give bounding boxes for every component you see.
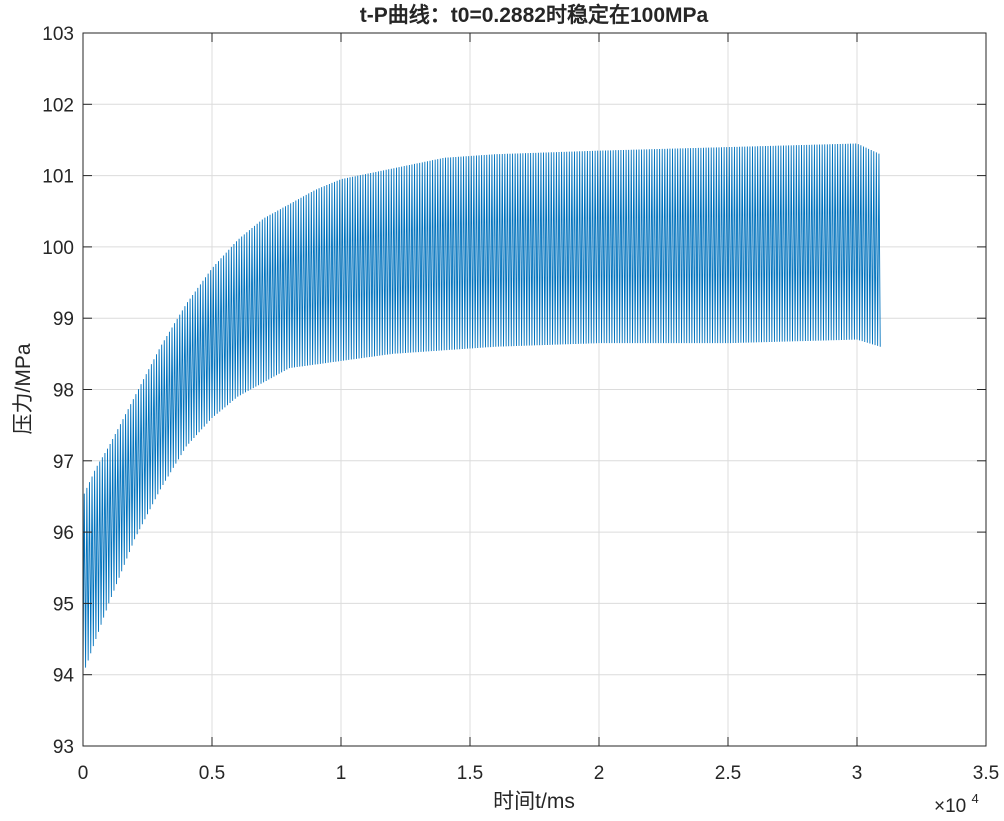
x-axis-multiplier-base: ×10 — [934, 796, 966, 816]
x-tick-label: 3.5 — [973, 763, 999, 784]
y-axis-label: 压力/MPa — [12, 343, 35, 434]
x-tick-label: 3 — [852, 763, 863, 784]
x-axis-multiplier-exponent: 4 — [972, 791, 979, 806]
series-layer — [82, 143, 881, 675]
x-tick-label: 0 — [78, 763, 89, 784]
y-tick-label: 97 — [53, 452, 74, 473]
grid-layer — [83, 33, 986, 746]
series-line — [82, 143, 881, 675]
tick-layer: 0 0.5 1 1.5 2 2.5 3 3.5 93 94 95 96 97 98 99 100 101 102 1… — [42, 24, 999, 784]
y-tick-label: 94 — [53, 666, 75, 687]
y-tick-label: 99 — [53, 309, 74, 330]
y-tick-label: 101 — [42, 167, 74, 188]
x-axis-multiplier: ×10 4 — [934, 791, 979, 816]
chart-title: t-P曲线：t0=0.2882时稳定在100MPa — [360, 3, 709, 27]
y-tick-label: 93 — [53, 737, 74, 758]
x-tick-label: 2 — [594, 763, 605, 784]
y-tick-label: 100 — [42, 238, 74, 259]
x-tick-label: 1.5 — [457, 763, 483, 784]
y-tick-label: 98 — [53, 381, 74, 402]
y-tick-label: 95 — [53, 594, 74, 615]
y-tick-label: 103 — [42, 24, 74, 45]
y-tick-label: 102 — [42, 95, 74, 116]
x-tick-label: 1 — [336, 763, 347, 784]
x-tick-label: 2.5 — [715, 763, 741, 784]
x-tick-label: 0.5 — [199, 763, 225, 784]
x-axis-label: 时间t/ms — [493, 790, 575, 813]
y-tick-label: 96 — [53, 523, 74, 544]
